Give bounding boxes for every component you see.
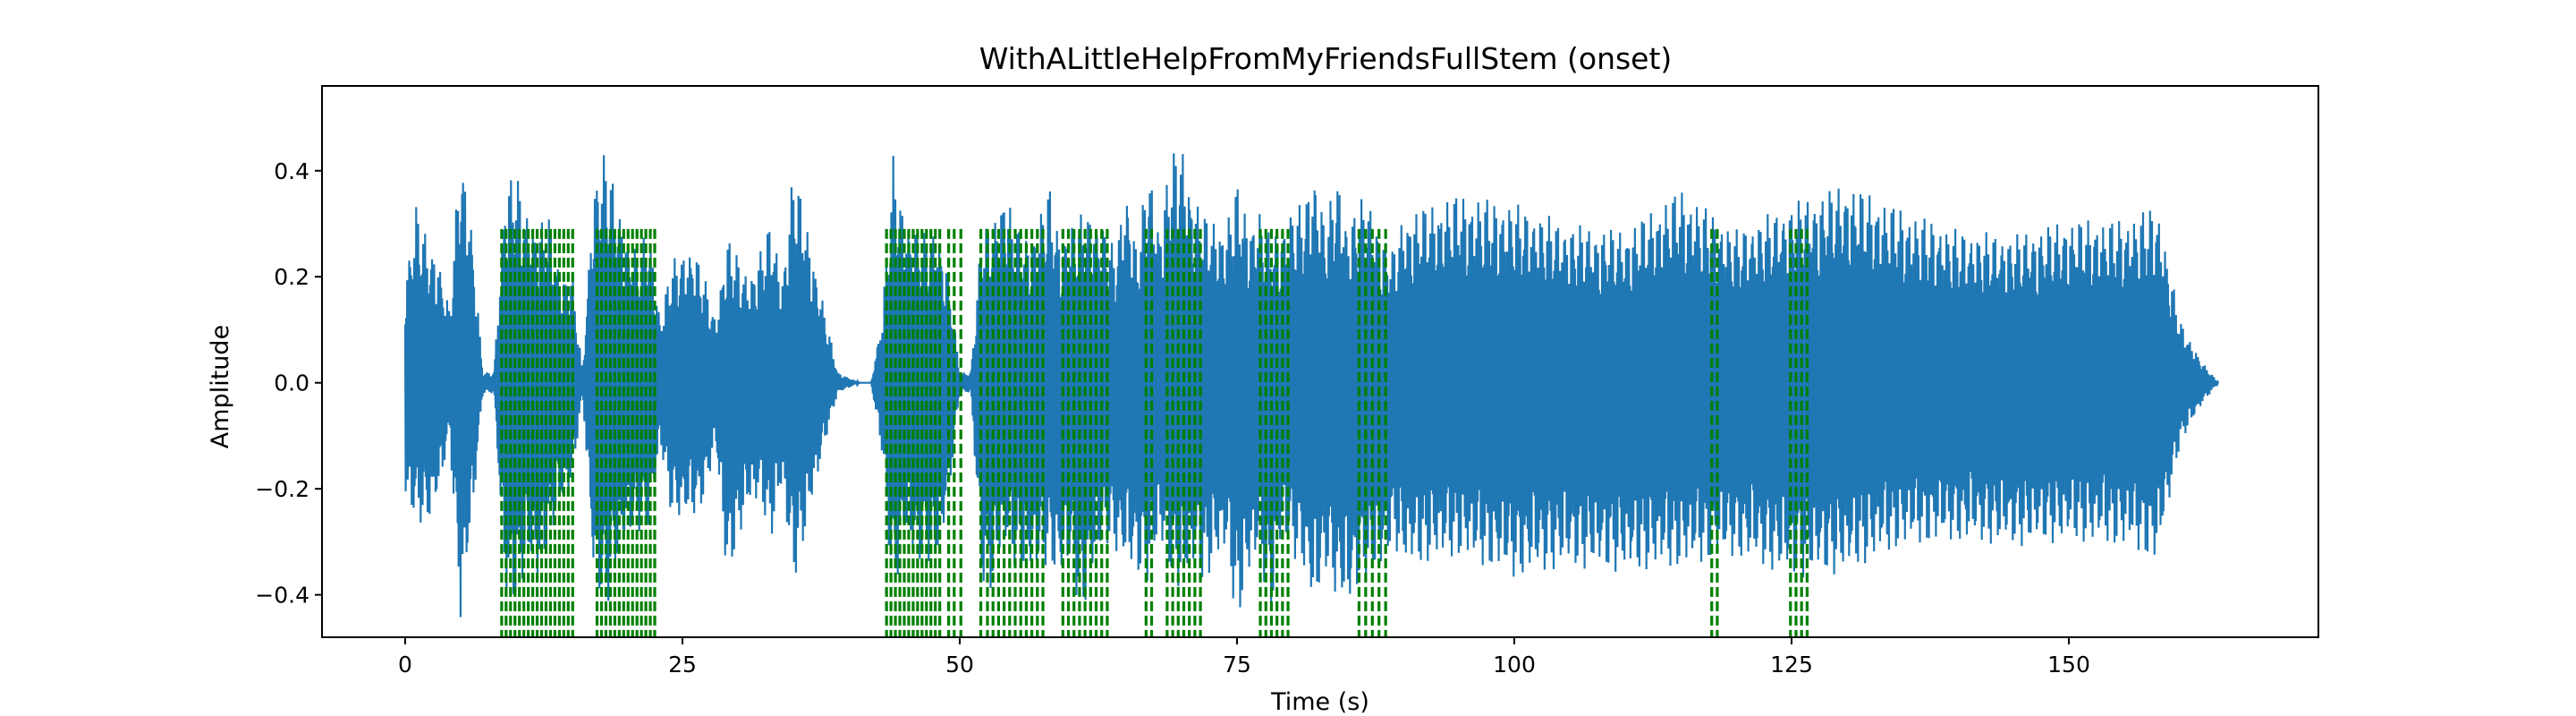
x-tick-label: 100 [1493, 652, 1536, 678]
x-tick-label: 0 [398, 652, 412, 678]
y-tick-label: −0.4 [255, 583, 309, 609]
x-tick-label: 50 [945, 652, 974, 678]
chart-title: WithALittleHelpFromMyFriendsFullStem (on… [979, 41, 1673, 76]
y-tick-label: 0.4 [274, 158, 309, 184]
y-tick-label: −0.2 [255, 476, 309, 502]
y-tick-label: 0.2 [274, 264, 309, 290]
x-tick-label: 125 [1770, 652, 1813, 678]
x-tick-label: 25 [668, 652, 697, 678]
y-tick-label: 0.0 [274, 371, 309, 396]
x-axis: 0 25 50 75 100 125 150 [398, 637, 2090, 678]
waveform-series [403, 153, 2220, 618]
x-axis-label: Time (s) [1270, 688, 1369, 716]
y-axis-label: Amplitude [207, 325, 234, 448]
plot-frame [321, 85, 2319, 638]
x-tick-label: 150 [2047, 652, 2090, 678]
onset-markers [500, 228, 1809, 637]
waveform-line [403, 153, 2220, 618]
y-axis: −0.4 −0.2 0.0 0.2 0.4 [255, 158, 322, 609]
x-tick-label: 75 [1223, 652, 1251, 678]
